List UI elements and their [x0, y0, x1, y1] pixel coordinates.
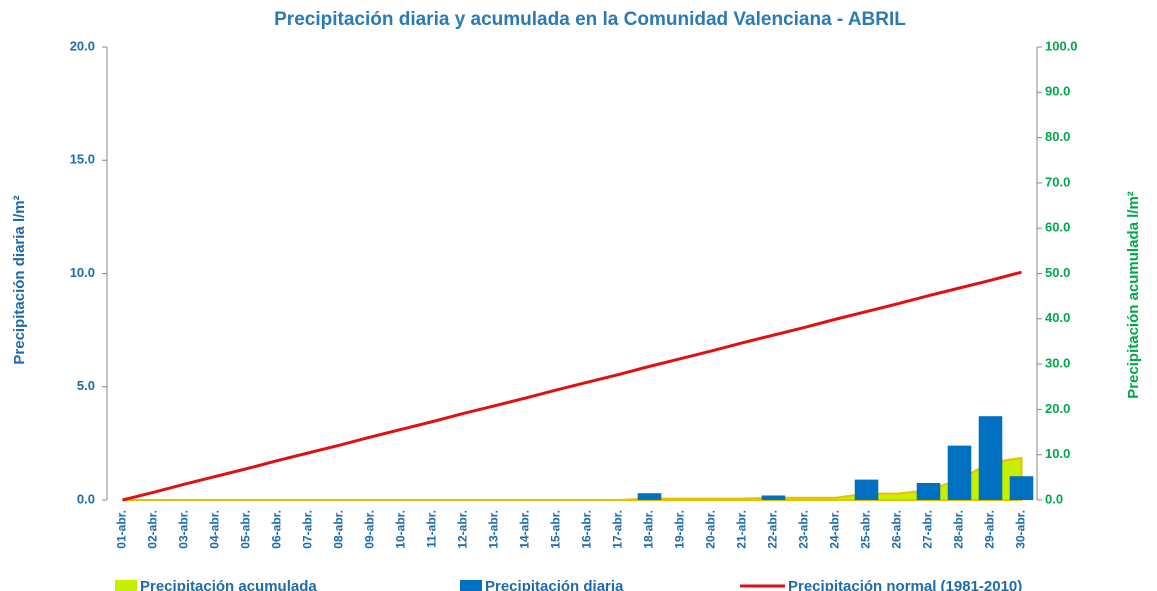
x-tick-label: 29-abr. — [983, 510, 997, 549]
x-tick-label: 09-abr. — [363, 510, 377, 549]
x-tick-label: 26-abr. — [890, 510, 904, 549]
y2-tick-label: 20.0 — [1045, 401, 1070, 416]
x-tick-label: 23-abr. — [797, 510, 811, 549]
bar — [637, 493, 662, 500]
bar — [761, 495, 786, 500]
y-axis-label: Precipitación diaria l/m² — [11, 195, 28, 364]
y-tick-label: 0.0 — [77, 491, 95, 506]
bar — [947, 445, 972, 500]
legend-swatch — [460, 580, 482, 591]
bar — [854, 479, 879, 500]
x-tick-label: 30-abr. — [1014, 510, 1028, 549]
chart-title: Precipitación diaria y acumulada en la C… — [274, 9, 906, 30]
y2-tick-label: 80.0 — [1045, 129, 1070, 144]
bar — [1009, 476, 1034, 500]
x-tick-label: 06-abr. — [270, 510, 284, 549]
x-tick-label: 01-abr. — [115, 510, 129, 549]
x-tick-label: 17-abr. — [611, 510, 625, 549]
y-tick-label: 20.0 — [70, 38, 95, 53]
y2-tick-label: 10.0 — [1045, 446, 1070, 461]
x-tick-label: 15-abr. — [549, 510, 563, 549]
x-tick-label: 07-abr. — [301, 510, 315, 549]
x-tick-label: 02-abr. — [146, 510, 160, 549]
x-tick-label: 13-abr. — [487, 510, 501, 549]
x-tick-label: 22-abr. — [766, 510, 780, 549]
x-tick-label: 24-abr. — [828, 510, 842, 549]
x-tick-label: 28-abr. — [952, 510, 966, 549]
x-tick-label: 20-abr. — [704, 510, 718, 549]
x-tick-label: 21-abr. — [735, 510, 749, 549]
y-tick-label: 15.0 — [70, 152, 95, 167]
y2-tick-label: 50.0 — [1045, 265, 1070, 280]
x-tick-label: 10-abr. — [394, 510, 408, 549]
bar — [916, 483, 941, 500]
x-tick-label: 08-abr. — [332, 510, 346, 549]
x-tick-label: 12-abr. — [456, 510, 470, 549]
bar — [978, 416, 1003, 500]
legend-label: Precipitación diaria — [485, 578, 624, 591]
y2-tick-label: 0.0 — [1045, 491, 1063, 506]
y-tick-label: 10.0 — [70, 265, 95, 280]
x-tick-label: 19-abr. — [673, 510, 687, 549]
line — [122, 270, 1022, 502]
y2-axis-label: Precipitación acumulada l/m² — [1125, 191, 1142, 399]
x-tick-label: 18-abr. — [642, 510, 656, 549]
y2-tick-label: 70.0 — [1045, 174, 1070, 189]
x-tick-label: 27-abr. — [921, 510, 935, 549]
y2-tick-label: 40.0 — [1045, 310, 1070, 325]
area — [122, 456, 1023, 501]
y2-tick-label: 100.0 — [1045, 38, 1078, 53]
x-tick-label: 14-abr. — [518, 510, 532, 549]
x-tick-label: 25-abr. — [859, 510, 873, 549]
y2-tick-label: 60.0 — [1045, 220, 1070, 235]
y2-tick-label: 30.0 — [1045, 356, 1070, 371]
y2-tick-label: 90.0 — [1045, 84, 1070, 99]
y-tick-label: 5.0 — [77, 378, 95, 393]
legend-label: Precipitación normal (1981-2010) — [788, 578, 1022, 591]
legend-label: Precipitación acumulada — [140, 578, 317, 591]
x-tick-label: 16-abr. — [580, 510, 594, 549]
x-tick-label: 03-abr. — [177, 510, 191, 549]
x-tick-label: 05-abr. — [239, 510, 253, 549]
x-tick-label: 04-abr. — [208, 510, 222, 549]
legend-swatch — [115, 580, 137, 591]
x-tick-label: 11-abr. — [425, 510, 439, 548]
